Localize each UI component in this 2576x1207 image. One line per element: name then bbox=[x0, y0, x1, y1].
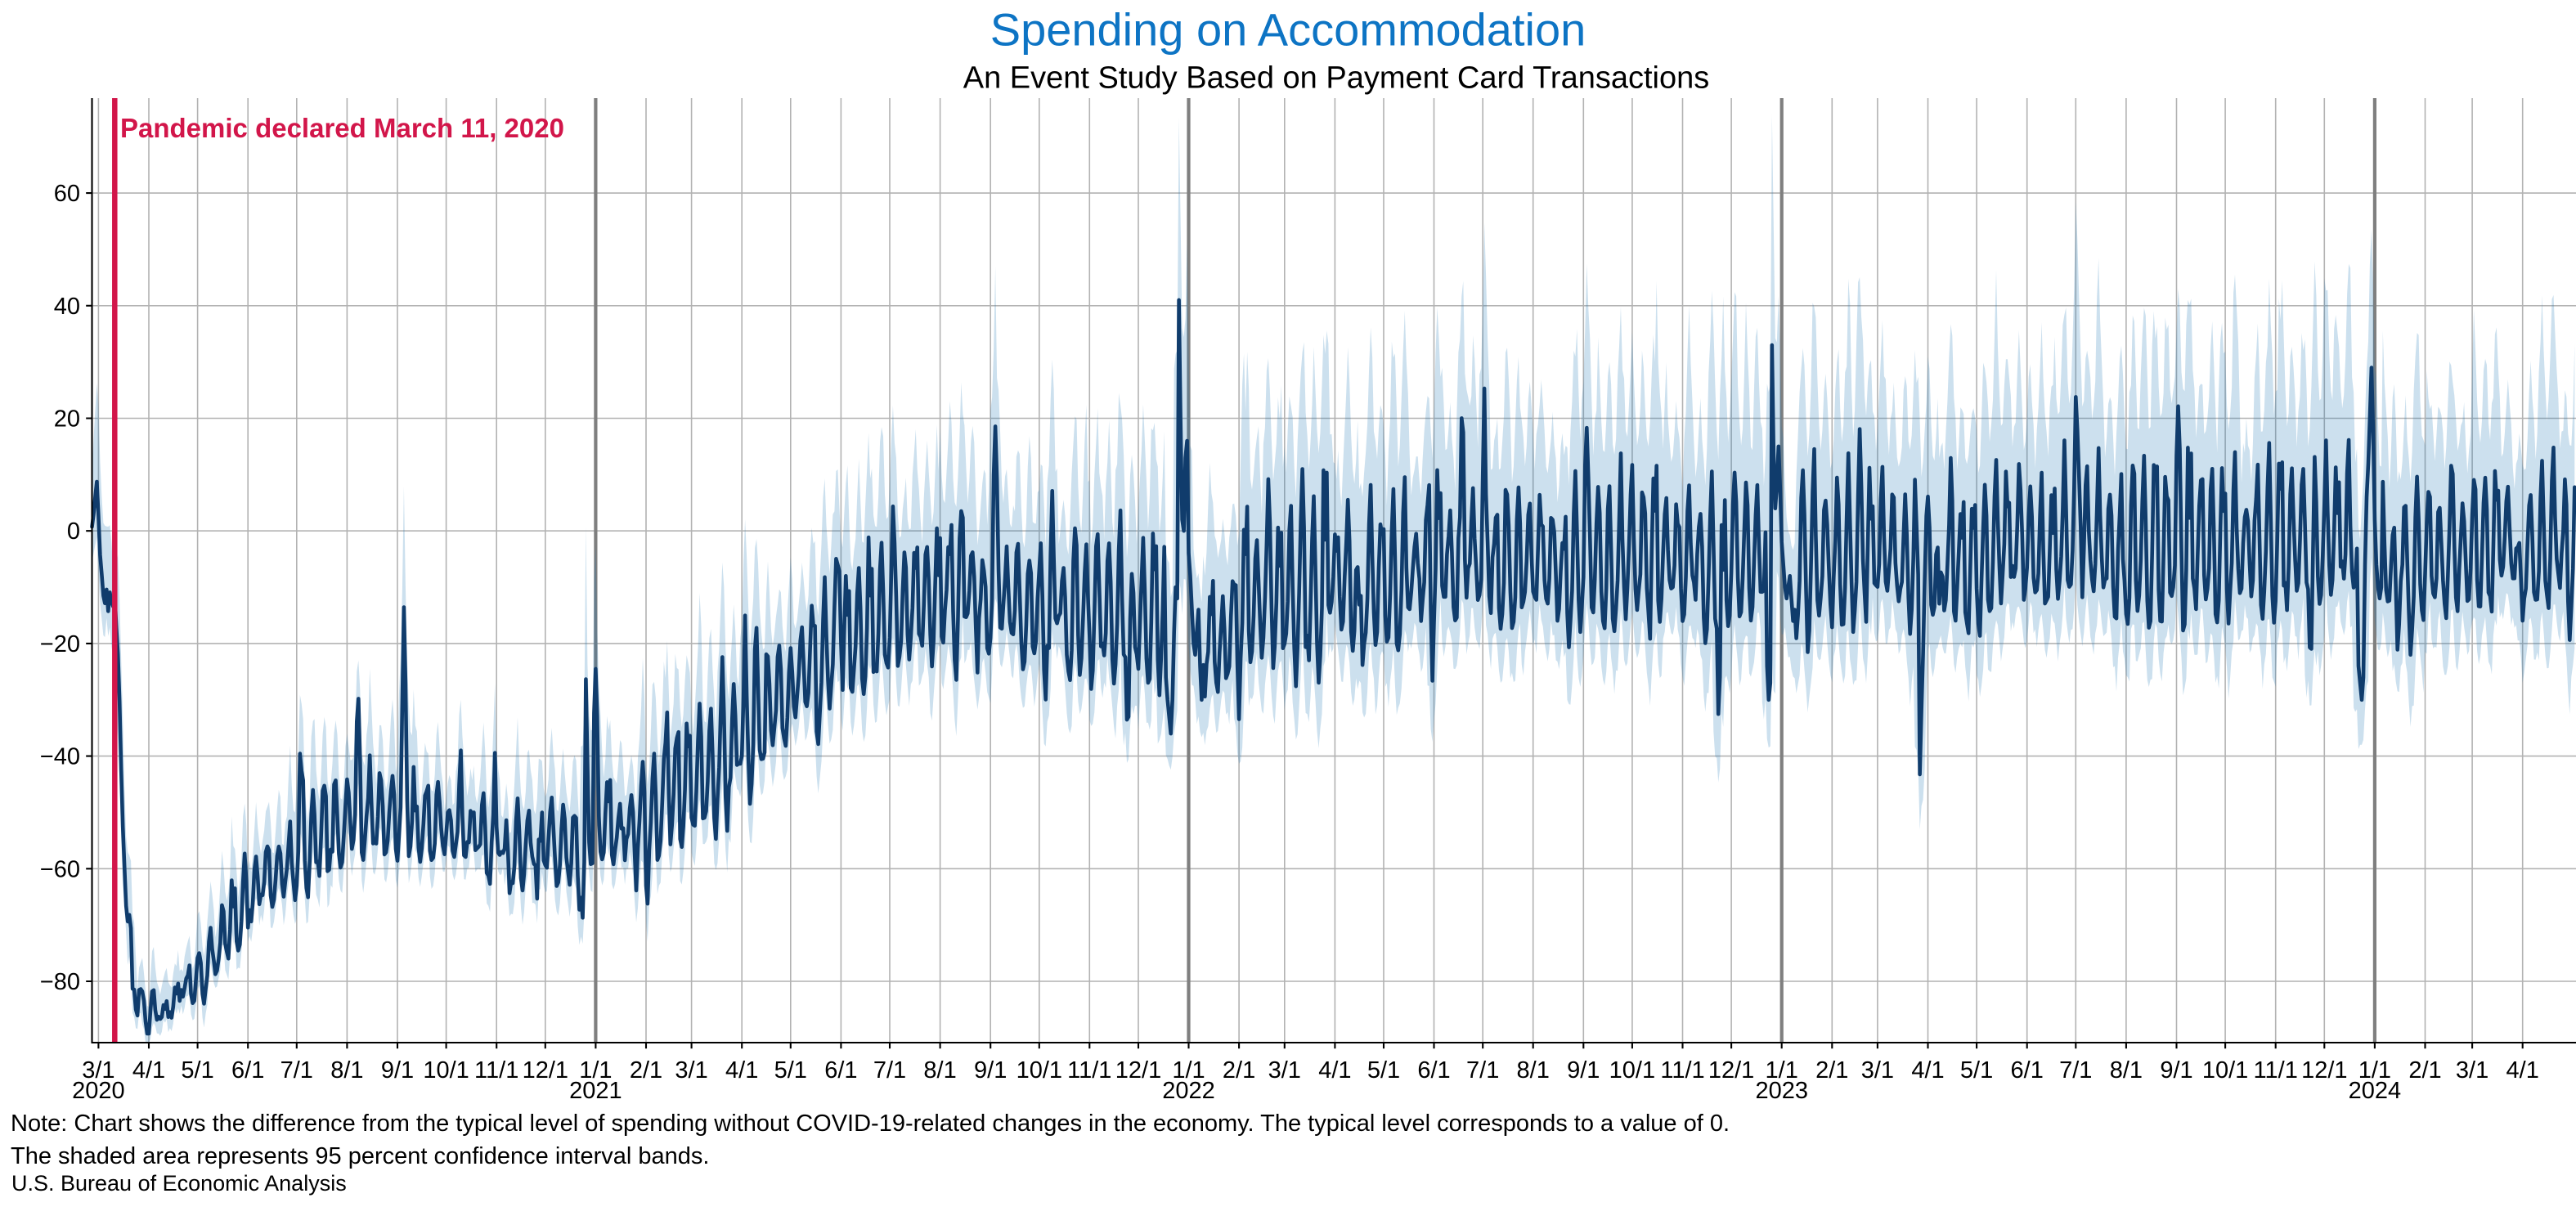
svg-text:9/1: 9/1 bbox=[2160, 1057, 2192, 1084]
svg-text:9/1: 9/1 bbox=[974, 1057, 1007, 1084]
svg-text:8/1: 8/1 bbox=[1517, 1057, 1550, 1084]
svg-text:4/1: 4/1 bbox=[725, 1057, 758, 1084]
svg-text:2/1: 2/1 bbox=[1223, 1057, 1255, 1084]
svg-text:−40: −40 bbox=[40, 744, 80, 770]
svg-text:An Event Study Based on Paymen: An Event Study Based on Payment Card Tra… bbox=[963, 61, 1710, 96]
svg-text:5/1: 5/1 bbox=[1367, 1057, 1400, 1084]
svg-text:4/1: 4/1 bbox=[1911, 1057, 1944, 1084]
svg-text:1/1: 1/1 bbox=[2358, 1057, 2391, 1084]
svg-text:2024: 2024 bbox=[2349, 1078, 2402, 1104]
svg-text:0: 0 bbox=[67, 518, 80, 545]
svg-text:5/1: 5/1 bbox=[181, 1057, 213, 1084]
svg-text:8/1: 8/1 bbox=[923, 1057, 956, 1084]
svg-text:10/1: 10/1 bbox=[1609, 1057, 1655, 1084]
svg-text:2/1: 2/1 bbox=[2408, 1057, 2441, 1084]
svg-text:8/1: 8/1 bbox=[2110, 1057, 2143, 1084]
svg-text:8/1: 8/1 bbox=[330, 1057, 363, 1084]
svg-text:12/1: 12/1 bbox=[2301, 1057, 2347, 1084]
svg-text:10/1: 10/1 bbox=[2202, 1057, 2248, 1084]
svg-text:10/1: 10/1 bbox=[423, 1057, 469, 1084]
svg-text:6/1: 6/1 bbox=[231, 1057, 264, 1084]
svg-text:4/1: 4/1 bbox=[1318, 1057, 1351, 1084]
svg-text:Spending on Accommodation: Spending on Accommodation bbox=[990, 4, 1586, 56]
svg-text:6/1: 6/1 bbox=[1417, 1057, 1450, 1084]
svg-text:1/1: 1/1 bbox=[1172, 1057, 1205, 1084]
svg-text:7/1: 7/1 bbox=[873, 1057, 906, 1084]
svg-text:2022: 2022 bbox=[1162, 1078, 1215, 1104]
svg-text:6/1: 6/1 bbox=[824, 1057, 857, 1084]
svg-text:12/1: 12/1 bbox=[1115, 1057, 1161, 1084]
svg-text:11/1: 11/1 bbox=[1660, 1057, 1704, 1084]
svg-text:7/1: 7/1 bbox=[2059, 1057, 2092, 1084]
svg-text:2021: 2021 bbox=[569, 1078, 622, 1104]
svg-text:−80: −80 bbox=[40, 969, 80, 995]
svg-text:12/1: 12/1 bbox=[1708, 1057, 1754, 1084]
svg-text:2/1: 2/1 bbox=[1815, 1057, 1848, 1084]
svg-text:3/1: 3/1 bbox=[1268, 1057, 1301, 1084]
svg-text:20: 20 bbox=[54, 406, 80, 433]
svg-text:2023: 2023 bbox=[1755, 1078, 1808, 1104]
svg-text:The shaded area represents 95: The shaded area represents 95 percent co… bbox=[11, 1143, 709, 1169]
svg-text:11/1: 11/1 bbox=[1067, 1057, 1111, 1084]
svg-text:60: 60 bbox=[54, 181, 80, 207]
svg-text:3/1: 3/1 bbox=[2456, 1057, 2488, 1084]
svg-text:12/1: 12/1 bbox=[523, 1057, 568, 1084]
svg-text:2/1: 2/1 bbox=[630, 1057, 662, 1084]
svg-text:3/1: 3/1 bbox=[675, 1057, 707, 1084]
svg-text:−20: −20 bbox=[40, 631, 80, 657]
svg-text:5/1: 5/1 bbox=[774, 1057, 807, 1084]
svg-text:6/1: 6/1 bbox=[2011, 1057, 2044, 1084]
svg-text:5/1: 5/1 bbox=[1960, 1057, 1993, 1084]
svg-text:10/1: 10/1 bbox=[1016, 1057, 1062, 1084]
svg-text:Note: Chart shows the differen: Note: Chart shows the difference from th… bbox=[11, 1111, 1730, 1137]
svg-text:11/1: 11/1 bbox=[2254, 1057, 2298, 1084]
svg-text:Pandemic declared March 11, 20: Pandemic declared March 11, 2020 bbox=[120, 113, 564, 143]
svg-text:U.S. Bureau of Economic Analys: U.S. Bureau of Economic Analysis bbox=[11, 1171, 347, 1196]
svg-text:9/1: 9/1 bbox=[1567, 1057, 1600, 1084]
svg-text:9/1: 9/1 bbox=[381, 1057, 414, 1084]
svg-text:7/1: 7/1 bbox=[1466, 1057, 1499, 1084]
svg-text:3/1: 3/1 bbox=[1861, 1057, 1894, 1084]
svg-text:−60: −60 bbox=[40, 856, 80, 882]
svg-text:4/1: 4/1 bbox=[2506, 1057, 2539, 1084]
svg-text:4/1: 4/1 bbox=[132, 1057, 165, 1084]
svg-text:1/1: 1/1 bbox=[579, 1057, 612, 1084]
svg-text:2020: 2020 bbox=[72, 1078, 125, 1104]
svg-text:11/1: 11/1 bbox=[474, 1057, 518, 1084]
svg-text:40: 40 bbox=[54, 294, 80, 320]
svg-text:7/1: 7/1 bbox=[280, 1057, 313, 1084]
svg-text:1/1: 1/1 bbox=[1766, 1057, 1798, 1084]
svg-text:3/1: 3/1 bbox=[82, 1057, 114, 1084]
